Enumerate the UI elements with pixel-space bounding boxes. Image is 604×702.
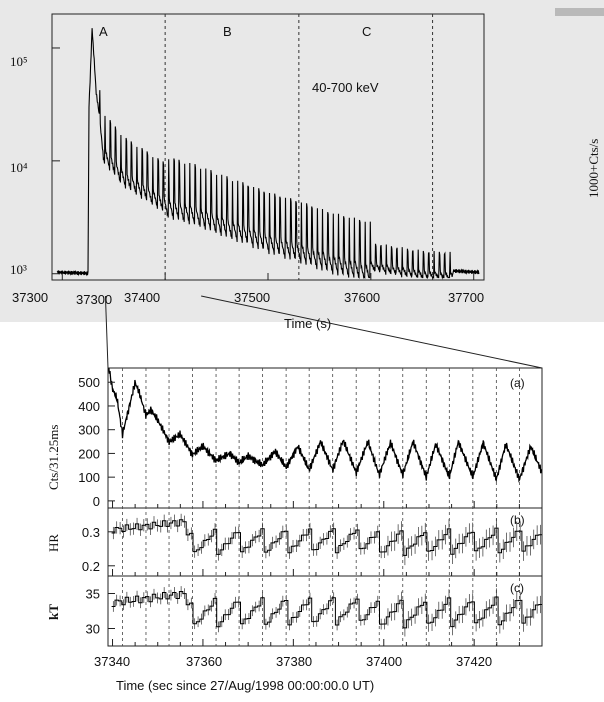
panel-b-y-axis: 0.2 0.3 bbox=[82, 525, 115, 574]
top-x-axis-label: Time (s) bbox=[284, 316, 331, 331]
top-xtick-label-4: 37500 bbox=[234, 290, 270, 305]
top-xtick-label-3: 37400 bbox=[124, 290, 160, 305]
panel-a-label: (a) bbox=[510, 376, 525, 390]
top-xtick-label-1: 37300 bbox=[12, 290, 48, 305]
ytick-label: 30 bbox=[86, 622, 100, 637]
ytick-label: 0 bbox=[93, 494, 100, 509]
step-line bbox=[111, 591, 543, 629]
lower-x-axis-label: Time (sec since 27/Aug/1998 00:00:00.0 U… bbox=[116, 678, 374, 693]
step-line bbox=[111, 519, 543, 556]
upper-panel-background bbox=[0, 0, 604, 322]
ytick-label: 35 bbox=[86, 587, 100, 602]
top-lightcurve-panel: A B C 40-700 keV 10³ 10⁴ 10⁵ 37300 37300… bbox=[10, 13, 601, 331]
panel-c-label: (c) bbox=[510, 581, 524, 595]
top-ytick-label-1e3: 10³ bbox=[10, 262, 27, 277]
zoom-line-right bbox=[201, 295, 543, 369]
top-ytick-label-1e4: 10⁴ bbox=[10, 160, 28, 175]
top-xtick-label-2: 37300 bbox=[76, 292, 112, 307]
lower-xtick-label-1: 37340 bbox=[94, 654, 130, 669]
panel-c-temperature-steps bbox=[111, 586, 543, 637]
ytick-label: 100 bbox=[78, 470, 100, 485]
zoomed-panels: (a) (b) (c) 0 100 200 300 400 500 0.2 0.3 30 35… bbox=[46, 367, 543, 693]
segment-label-b: B bbox=[223, 24, 232, 39]
pulse-marker-lines bbox=[122, 368, 520, 646]
panel-a-y-axis-label: Cts/31.25ms bbox=[46, 425, 61, 490]
ytick-label: 400 bbox=[78, 399, 100, 414]
panel-c-y-axis: 30 35 bbox=[86, 587, 115, 637]
panel-a-counts-line bbox=[108, 368, 543, 483]
segment-labels: A B C bbox=[99, 24, 371, 39]
scanner-edge-strip bbox=[555, 8, 604, 16]
ytick-label: 300 bbox=[78, 423, 100, 438]
top-lightcurve-line bbox=[56, 28, 480, 280]
lower-xtick-label-2: 37360 bbox=[186, 654, 222, 669]
lower-xtick-label-3: 37380 bbox=[276, 654, 312, 669]
panel-c-frame bbox=[107, 575, 543, 647]
energy-band-annotation: 40-700 keV bbox=[312, 80, 379, 95]
panel-b-label: (b) bbox=[510, 513, 525, 527]
panel-b-y-axis-label: HR bbox=[46, 534, 61, 552]
panel-b-frame bbox=[107, 507, 543, 577]
top-y-axis-label: 1000+Cts/s bbox=[586, 139, 601, 198]
ytick-label: 0.2 bbox=[82, 559, 100, 574]
top-plot-frame bbox=[51, 13, 485, 281]
lower-axis-ticks bbox=[112, 501, 520, 646]
ytick-label: 200 bbox=[78, 446, 100, 461]
segment-label-c: C bbox=[362, 24, 371, 39]
panel-b-hardness-steps bbox=[111, 513, 543, 566]
lower-xtick-label-4: 37400 bbox=[366, 654, 402, 669]
lower-x-axis: 37340 37360 37380 37400 37420 bbox=[94, 654, 492, 669]
lower-xtick-label-5: 37420 bbox=[456, 654, 492, 669]
top-xtick-label-6: 37700 bbox=[448, 290, 484, 305]
top-ytick-label-1e5: 10⁵ bbox=[10, 54, 28, 69]
top-xtick-label-5: 37600 bbox=[344, 290, 380, 305]
ytick-label: 500 bbox=[78, 375, 100, 390]
zoom-line-left bbox=[104, 295, 109, 369]
panel-a-y-axis: 0 100 200 300 400 500 bbox=[78, 375, 115, 509]
panel-c-y-axis-label: kT bbox=[46, 604, 61, 620]
zoom-connector-lines bbox=[104, 295, 543, 369]
ytick-label: 0.3 bbox=[82, 525, 100, 540]
segment-label-a: A bbox=[99, 24, 108, 39]
top-y-axis: 10³ 10⁴ 10⁵ bbox=[10, 47, 60, 277]
top-x-axis: 37300 37300 37400 37500 37600 37700 bbox=[12, 273, 484, 307]
segment-boundaries bbox=[164, 14, 434, 280]
